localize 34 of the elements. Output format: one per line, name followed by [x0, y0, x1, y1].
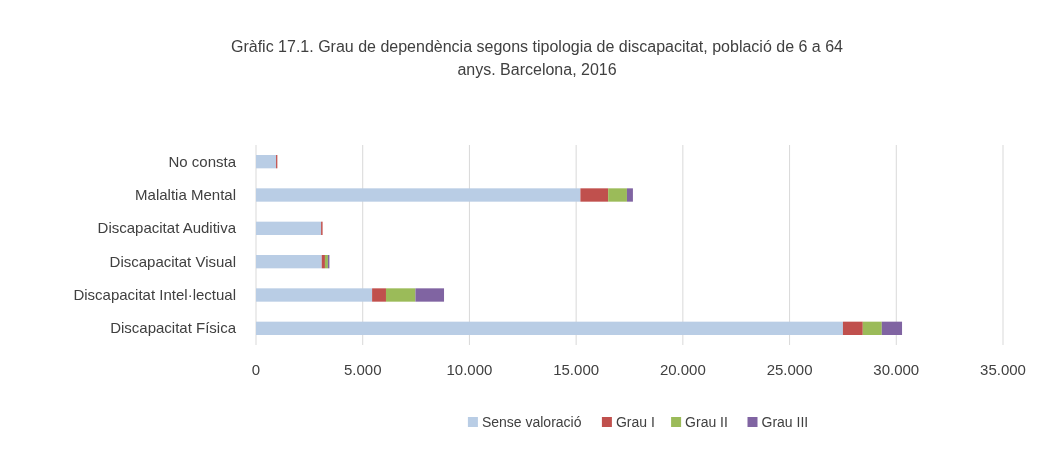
bar [881, 321, 903, 335]
x-tick-label: 10.000 [446, 361, 493, 378]
chart-title: Gràfic 17.1. Grau de dependència segons tipologia de discapacitat, població de 6 a 64 anys. Barcelona, 2016 [231, 38, 844, 78]
x-tick-label: 30.000 [873, 361, 920, 378]
bar [256, 221, 322, 235]
bar [256, 255, 322, 269]
legend-label: Grau II [685, 414, 728, 430]
y-tick-label: Discapacitat Intel·lectual [73, 286, 236, 303]
bar [256, 321, 843, 335]
y-tick-label: Discapacitat Física [110, 319, 237, 337]
x-tick-label: 0 [251, 361, 261, 378]
y-tick-label: Discapacitat Visual [109, 252, 236, 270]
bar [256, 288, 373, 302]
legend-label: Grau I [615, 414, 655, 430]
legend-label: Sense valoració [481, 414, 582, 430]
x-tick-label: 25.000 [766, 361, 813, 378]
x-tick-label: 5.000 [343, 361, 382, 378]
x-tick-label: 20.000 [659, 361, 706, 378]
bar [862, 321, 882, 335]
y-tick-label: Discapacitat Auditiva [97, 219, 237, 237]
bar [415, 288, 445, 302]
bar [608, 188, 627, 202]
bar [256, 188, 581, 202]
y-tick-label: Malaltia Mental [135, 186, 236, 203]
x-tick-label: 15.000 [553, 361, 600, 378]
legend-label: Grau III [761, 414, 809, 430]
bar [372, 288, 386, 302]
bar [842, 321, 863, 335]
x-tick-label: 35.000 [980, 361, 1026, 378]
bar [385, 288, 416, 302]
y-tick-label: No consta [168, 152, 237, 170]
bar [626, 188, 633, 202]
bar [580, 188, 609, 202]
bar [256, 155, 277, 169]
